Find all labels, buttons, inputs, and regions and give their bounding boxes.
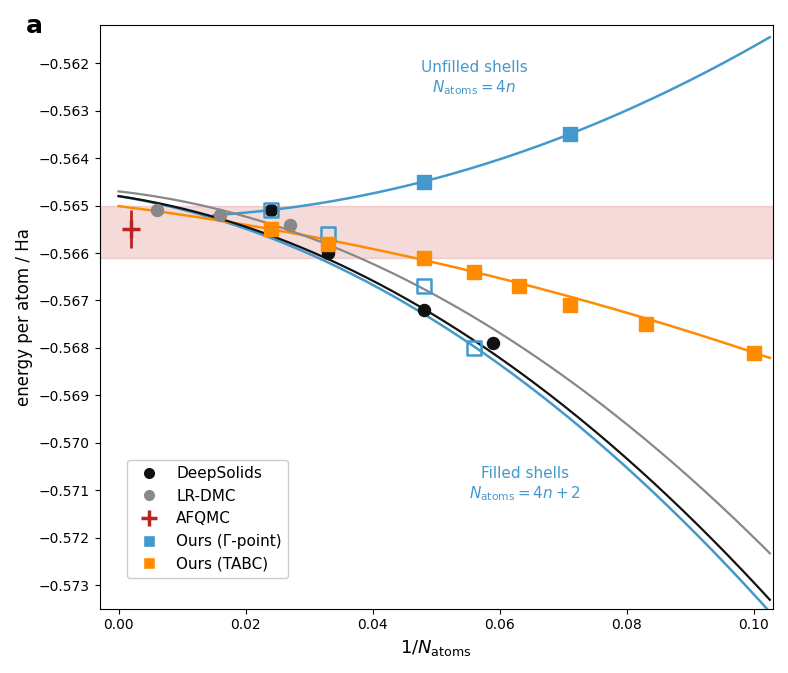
Point [151,205,163,216]
Point [418,281,430,291]
Point [265,205,277,216]
Point [512,281,525,291]
Point [265,205,277,216]
Text: Filled shells
$N_{\mathrm{atoms}} = 4n + 2$: Filled shells $N_{\mathrm{atoms}} = 4n +… [469,466,582,503]
Bar [99,205,773,258]
Text: Unfilled shells
$N_{\mathrm{atoms}} = 4n$: Unfilled shells $N_{\mathrm{atoms}} = 4n… [421,60,528,96]
Point [284,219,296,230]
Point [468,343,481,353]
Point [487,338,500,349]
Point [748,347,760,358]
Point [265,224,277,235]
Point [468,267,481,277]
Point [322,238,335,249]
Point [563,129,576,140]
X-axis label: $1/N_{\mathrm{atoms}}$: $1/N_{\mathrm{atoms}}$ [400,638,472,658]
Text: a: a [25,13,43,38]
Legend: DeepSolids, LR-DMC, AFQMC, Ours (Γ-point), Ours (TABC): DeepSolids, LR-DMC, AFQMC, Ours (Γ-point… [128,460,288,577]
Point [563,299,576,310]
Point [418,252,430,263]
Point [418,305,430,316]
Point [214,210,226,221]
Y-axis label: energy per atom / Ha: energy per atom / Ha [15,228,33,406]
Point [322,248,335,258]
Point [322,229,335,240]
Point [418,176,430,187]
Point [640,319,652,330]
